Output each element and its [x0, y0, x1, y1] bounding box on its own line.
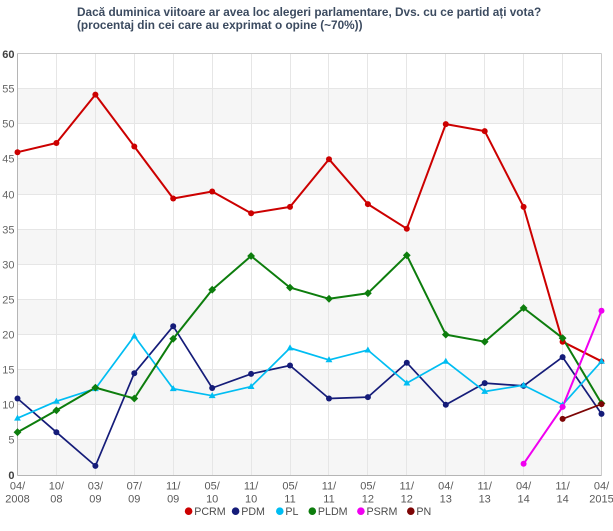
svg-text:04/: 04/	[516, 481, 532, 493]
svg-text:60: 60	[2, 49, 14, 61]
svg-text:09: 09	[128, 494, 140, 506]
svg-text:40: 40	[2, 190, 14, 202]
svg-text:2015: 2015	[589, 494, 613, 506]
svg-text:10: 10	[2, 400, 14, 412]
svg-text:04/: 04/	[594, 481, 610, 493]
svg-text:PL: PL	[285, 506, 298, 518]
svg-text:PLDM: PLDM	[318, 506, 348, 518]
svg-text:11: 11	[284, 494, 295, 506]
svg-text:2008: 2008	[5, 494, 29, 506]
svg-text:5: 5	[8, 435, 14, 447]
svg-text:11/: 11/	[555, 481, 570, 493]
svg-text:05/: 05/	[360, 481, 376, 493]
svg-text:11/: 11/	[244, 481, 259, 493]
svg-text:11/: 11/	[477, 481, 492, 493]
svg-text:PDM: PDM	[241, 506, 265, 518]
svg-text:15: 15	[2, 365, 14, 377]
svg-text:12: 12	[401, 494, 413, 506]
svg-text:03/: 03/	[88, 481, 104, 493]
svg-text:09: 09	[167, 494, 179, 506]
svg-text:14: 14	[556, 494, 568, 506]
svg-text:45: 45	[2, 154, 14, 166]
svg-text:07/: 07/	[127, 481, 143, 493]
svg-text:20: 20	[2, 330, 14, 342]
svg-text:11: 11	[323, 494, 334, 506]
svg-text:11/: 11/	[322, 481, 337, 493]
svg-text:13: 13	[479, 494, 491, 506]
svg-text:10: 10	[245, 494, 257, 506]
svg-text:04/: 04/	[438, 481, 454, 493]
svg-text:25: 25	[2, 295, 14, 307]
svg-text:35: 35	[2, 225, 14, 237]
svg-text:12: 12	[362, 494, 374, 506]
svg-text:04/: 04/	[10, 481, 26, 493]
svg-text:55: 55	[2, 84, 14, 96]
svg-text:30: 30	[2, 260, 14, 272]
svg-text:Dacă duminica viitoare ar avea: Dacă duminica viitoare ar avea loc alege…	[77, 5, 541, 19]
svg-text:05/: 05/	[205, 481, 221, 493]
svg-text:13: 13	[440, 494, 452, 506]
svg-text:0: 0	[8, 470, 14, 482]
svg-text:11/: 11/	[166, 481, 181, 493]
svg-text:(procentaj din cei care au exp: (procentaj din cei care au exprimat o op…	[77, 18, 363, 32]
svg-text:10: 10	[206, 494, 218, 506]
svg-text:10/: 10/	[49, 481, 65, 493]
svg-text:50: 50	[2, 119, 14, 131]
svg-text:14: 14	[517, 494, 529, 506]
svg-text:PCRM: PCRM	[194, 506, 226, 518]
svg-text:PN: PN	[416, 506, 431, 518]
svg-text:08: 08	[50, 494, 62, 506]
svg-text:PSRM: PSRM	[367, 506, 398, 518]
svg-text:09: 09	[89, 494, 101, 506]
svg-text:11/: 11/	[400, 481, 415, 493]
svg-text:05/: 05/	[282, 481, 298, 493]
